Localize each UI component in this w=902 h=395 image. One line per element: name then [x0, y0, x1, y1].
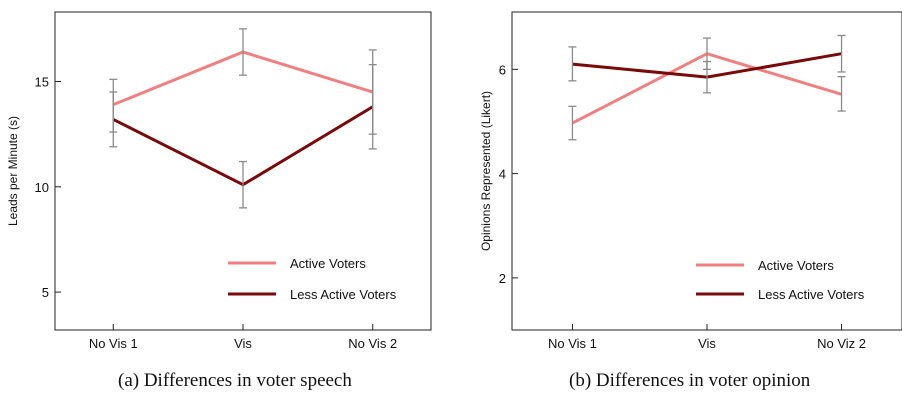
y-tick-label: 10 [35, 180, 49, 195]
x-tick-label: No Viz 2 [817, 336, 866, 351]
x-tick-label: Vis [698, 336, 716, 351]
y-tick-label: 6 [499, 62, 506, 77]
x-tick-label: No Vis 1 [548, 336, 597, 351]
y-tick-label: 5 [42, 285, 49, 300]
legend-label: Active Voters [758, 258, 834, 273]
y-tick-label: 2 [499, 271, 506, 286]
x-tick-label: No Vis 2 [348, 336, 397, 351]
series-less-active-voters [568, 34, 846, 94]
chart-0: 5 10 15 No Vis 1 Vis No Vis 2 Leads per Minute… [6, 11, 432, 351]
legend-label: Active Voters [290, 256, 366, 271]
y-axis-title: Leads per Minute (s) [6, 116, 20, 226]
caption-a: (a) Differences in voter speech [118, 370, 352, 391]
legend-label: Less Active Voters [758, 287, 865, 302]
y-tick-label: 15 [35, 74, 49, 89]
series-less-active-voters [109, 63, 377, 209]
x-tick-label: Vis [234, 336, 252, 351]
y-axis-title: Opinions Represented (Likert) [479, 91, 493, 251]
y-tick-label: 4 [499, 167, 506, 182]
legend-label: Less Active Voters [290, 287, 397, 302]
chart-1: 2 4 6 No Vis 1 Vis No Viz 2 Opinions Represent… [479, 11, 902, 351]
caption-b: (b) Differences in voter opinion [569, 370, 811, 391]
x-tick-label: No Vis 1 [89, 336, 138, 351]
series-active-voters [109, 28, 377, 135]
